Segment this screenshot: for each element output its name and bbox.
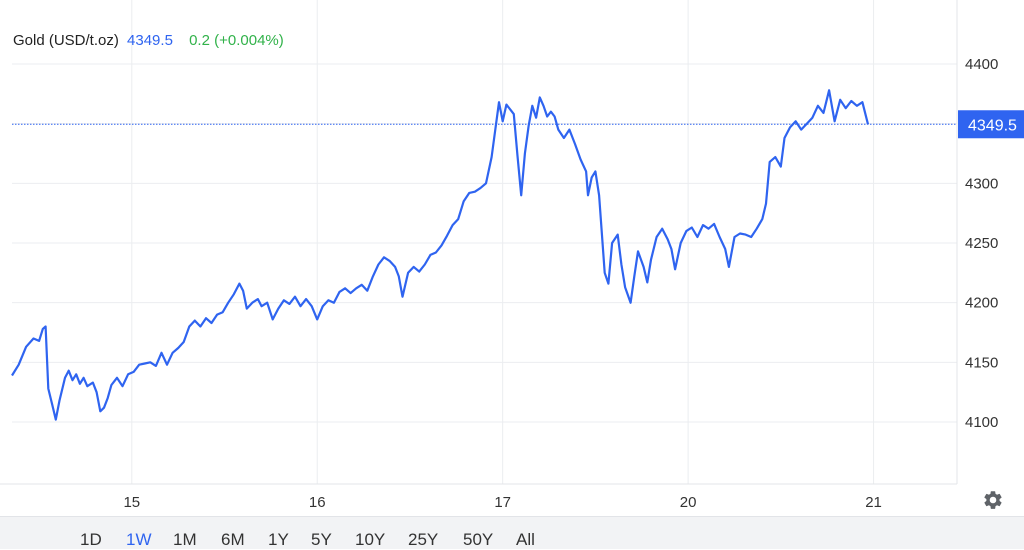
- y-tick-label: 4400: [965, 56, 998, 73]
- range-button-1d[interactable]: 1D: [80, 530, 102, 549]
- price-series-line: [11, 89, 870, 421]
- range-button-6m[interactable]: 6M: [221, 530, 245, 549]
- range-button-1m[interactable]: 1M: [173, 530, 197, 549]
- range-button-1w[interactable]: 1W: [126, 530, 152, 549]
- range-button-5y[interactable]: 5Y: [311, 530, 332, 549]
- range-button-1y[interactable]: 1Y: [268, 530, 289, 549]
- series: [11, 89, 870, 421]
- y-tick-label: 4100: [965, 414, 998, 431]
- grid: [0, 0, 958, 485]
- y-tick-label: 4300: [965, 175, 998, 192]
- y-tick-label: 4150: [965, 354, 998, 371]
- range-button-25y[interactable]: 25Y: [408, 530, 439, 549]
- y-tick-label: 4250: [965, 235, 998, 252]
- x-tick-label: 16: [309, 494, 326, 511]
- range-button-all[interactable]: All: [516, 530, 535, 549]
- gear-icon[interactable]: [982, 489, 1004, 511]
- axes: 4100 4150 4200 4250 4300 4400 15 16 17 20 21: [123, 56, 998, 511]
- last-price-badge: 4349.5: [958, 110, 1024, 139]
- price-change: 0.2 (+0.004%): [189, 32, 284, 49]
- range-button-10y[interactable]: 10Y: [355, 530, 386, 549]
- x-tick-label: 15: [123, 494, 140, 511]
- range-selector: 1D 1W 1M 6M 1Y 5Y 10Y 25Y 50Y All: [0, 516, 1024, 549]
- chart-header: Gold (USD/t.oz) 4349.5 0.2 (+0.004%): [13, 32, 284, 50]
- range-button-50y[interactable]: 50Y: [463, 530, 494, 549]
- x-tick-label: 17: [494, 494, 511, 511]
- x-tick-label: 20: [680, 494, 697, 511]
- last-price-badge-label: 4349.5: [968, 117, 1017, 134]
- y-tick-label: 4200: [965, 295, 998, 312]
- x-tick-label: 21: [865, 494, 882, 511]
- current-price: 4349.5: [127, 32, 173, 49]
- last-price-badge-bg: [958, 110, 1024, 139]
- chart-title: Gold (USD/t.oz): [13, 32, 119, 49]
